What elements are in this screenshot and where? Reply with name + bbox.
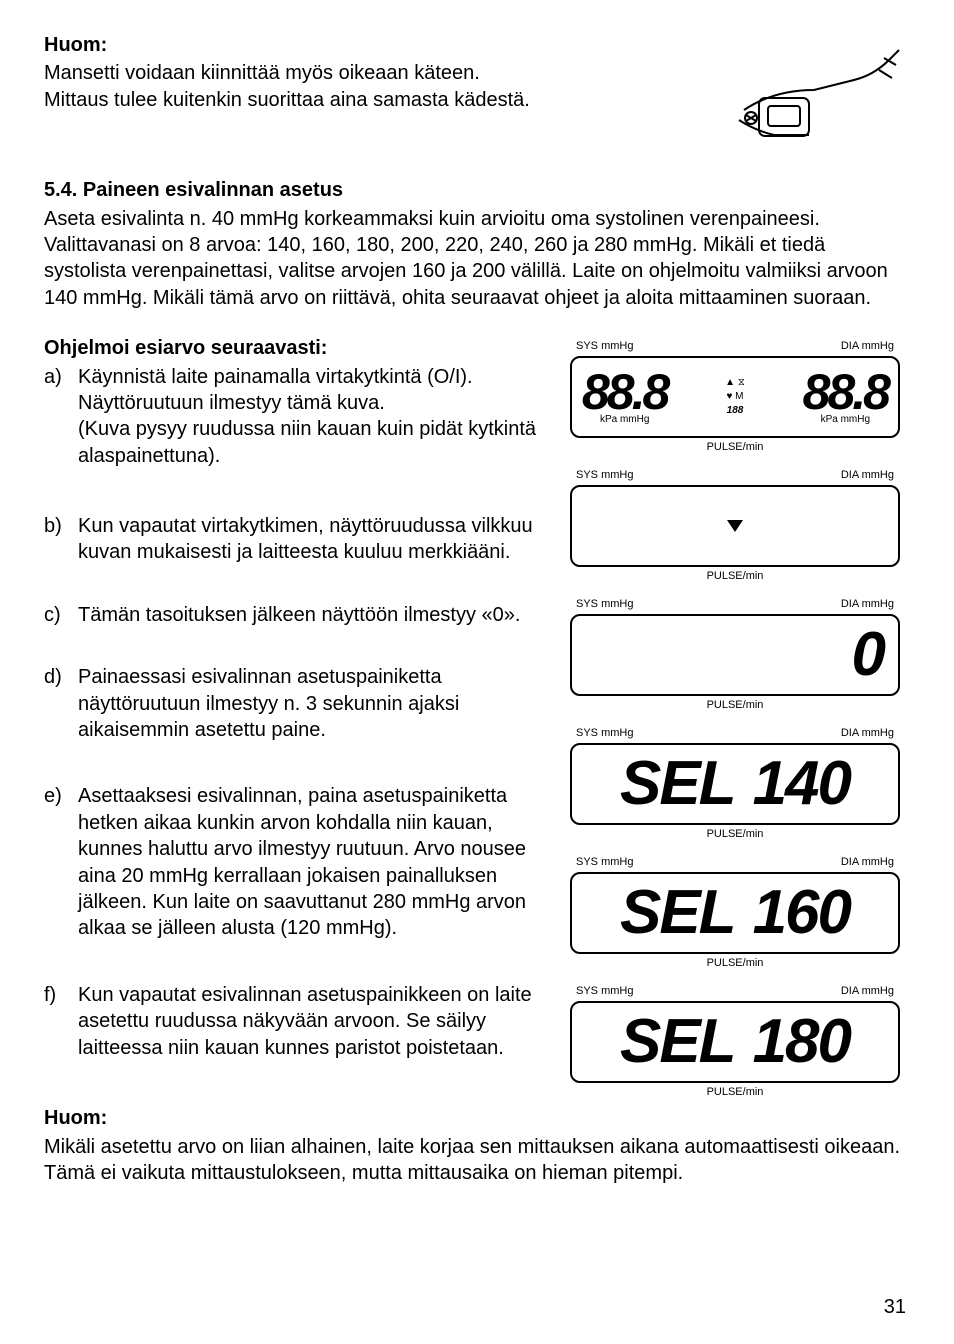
lcd-dia-label: DIA mmHg bbox=[841, 855, 894, 870]
step-marker: b) bbox=[44, 513, 66, 566]
step-marker: d) bbox=[44, 664, 66, 743]
step-body: Painaessasi esivalinnan asetuspainiketta… bbox=[78, 664, 546, 743]
section-heading: 5.4. Paineen esivalinnan asetus bbox=[44, 177, 910, 203]
lcd-sel-label: SEL bbox=[620, 872, 735, 954]
section-paragraph: Aseta esivalinta n. 40 mmHg korkeammaksi… bbox=[44, 206, 910, 312]
step-marker: f) bbox=[44, 982, 66, 1061]
lcd-value: 180 bbox=[753, 1001, 850, 1083]
step-b: b) Kun vapautat virtakytkimen, näyttöruu… bbox=[44, 513, 546, 566]
triangle-down-icon bbox=[727, 520, 743, 532]
lcd-sys-label: SYS mmHg bbox=[576, 984, 633, 999]
lcd-value: 140 bbox=[753, 743, 850, 825]
note-box-2: Huom: Mikäli asetettu arvo on liian alha… bbox=[44, 1105, 910, 1186]
lcd-sys-label: SYS mmHg bbox=[576, 468, 633, 483]
lcd-display-e: SYS mmHg DIA mmHg SEL160 PULSE/min bbox=[570, 855, 900, 970]
lcd-pulse-label: PULSE/min bbox=[570, 956, 900, 971]
lcd-sys-label: SYS mmHg bbox=[576, 726, 633, 741]
lcd-kpa-label: kPa mmHg bbox=[600, 415, 649, 424]
step-f: f) Kun vapautat esivalinnan asetuspainik… bbox=[44, 982, 546, 1061]
step-body: Tämän tasoituksen jälkeen näyttöön ilmes… bbox=[78, 602, 546, 628]
step-e: e) Asettaaksesi esivalinnan, paina asetu… bbox=[44, 783, 546, 941]
lcd-pulse-label: PULSE/min bbox=[570, 698, 900, 713]
lcd-pulse-label: PULSE/min bbox=[570, 827, 900, 842]
lcd-pulse-label: PULSE/min bbox=[570, 1085, 900, 1100]
step-marker: e) bbox=[44, 783, 66, 941]
lcd-display-c: SYS mmHg DIA mmHg 0 PULSE/min bbox=[570, 597, 900, 712]
lcd-sys-label: SYS mmHg bbox=[576, 855, 633, 870]
lcd-sel-label: SEL bbox=[620, 1001, 735, 1083]
step-body: Kun vapautat esivalinnan asetuspainikkee… bbox=[78, 982, 546, 1061]
lcd-pulse-label: PULSE/min bbox=[570, 440, 900, 455]
lcd-mid-icons: ▲ ⧖ ♥ M 188 bbox=[725, 376, 745, 418]
step-body: Asettaaksesi esivalinnan, paina asetuspa… bbox=[78, 783, 546, 941]
lcd-display-f: SYS mmHg DIA mmHg SEL180 PULSE/min bbox=[570, 984, 900, 1099]
lcd-sys-label: SYS mmHg bbox=[576, 597, 633, 612]
lcd-sel-label: SEL bbox=[620, 743, 735, 825]
note-paragraph: Mikäli asetettu arvo on liian alhainen, … bbox=[44, 1134, 910, 1187]
lcd-value: 88.8 bbox=[803, 370, 888, 415]
step-body: Käynnistä laite painamalla virtakytkintä… bbox=[78, 364, 546, 470]
wrist-cuff-illustration bbox=[724, 30, 904, 155]
lcd-pulse-label: PULSE/min bbox=[570, 569, 900, 584]
step-marker: a) bbox=[44, 364, 66, 470]
lcd-mid-pulse: 188 bbox=[727, 404, 744, 417]
lcd-value: 160 bbox=[753, 872, 850, 954]
page-number: 31 bbox=[884, 1294, 906, 1320]
lcd-dia-label: DIA mmHg bbox=[841, 984, 894, 999]
lcd-display-b: SYS mmHg DIA mmHg PULSE/min bbox=[570, 468, 900, 583]
steps-list: a) Käynnistä laite painamalla virtakytki… bbox=[44, 364, 546, 1061]
lcd-kpa-label: kPa mmHg bbox=[821, 415, 870, 424]
lcd-dia-label: DIA mmHg bbox=[841, 468, 894, 483]
step-a: a) Käynnistä laite painamalla virtakytki… bbox=[44, 364, 546, 470]
lcd-dia-label: DIA mmHg bbox=[841, 597, 894, 612]
lcd-display-a: SYS mmHgDIA mmHg 88.8kPa mmHg ▲ ⧖ ♥ M 18… bbox=[570, 339, 900, 454]
program-heading: Ohjelmoi esiarvo seuraavasti: bbox=[44, 335, 546, 361]
step-body: Kun vapautat virtakytkimen, näyttöruudus… bbox=[78, 513, 546, 566]
lcd-sys-label: SYS mmHg bbox=[576, 339, 633, 354]
lcd-dia-label: DIA mmHg bbox=[841, 726, 894, 741]
section-5-4: 5.4. Paineen esivalinnan asetus Aseta es… bbox=[44, 177, 910, 311]
lcd-value: 0 bbox=[852, 614, 884, 696]
lcd-value: 88.8 bbox=[582, 370, 667, 415]
step-c: c) Tämän tasoituksen jälkeen näyttöön il… bbox=[44, 602, 546, 628]
step-marker: c) bbox=[44, 602, 66, 628]
step-d: d) Painaessasi esivalinnan asetuspainike… bbox=[44, 664, 546, 743]
lcd-display-d: SYS mmHg DIA mmHg SEL140 PULSE/min bbox=[570, 726, 900, 841]
lcd-dia-label: DIA mmHg bbox=[841, 339, 894, 354]
note-heading: Huom: bbox=[44, 1105, 910, 1131]
